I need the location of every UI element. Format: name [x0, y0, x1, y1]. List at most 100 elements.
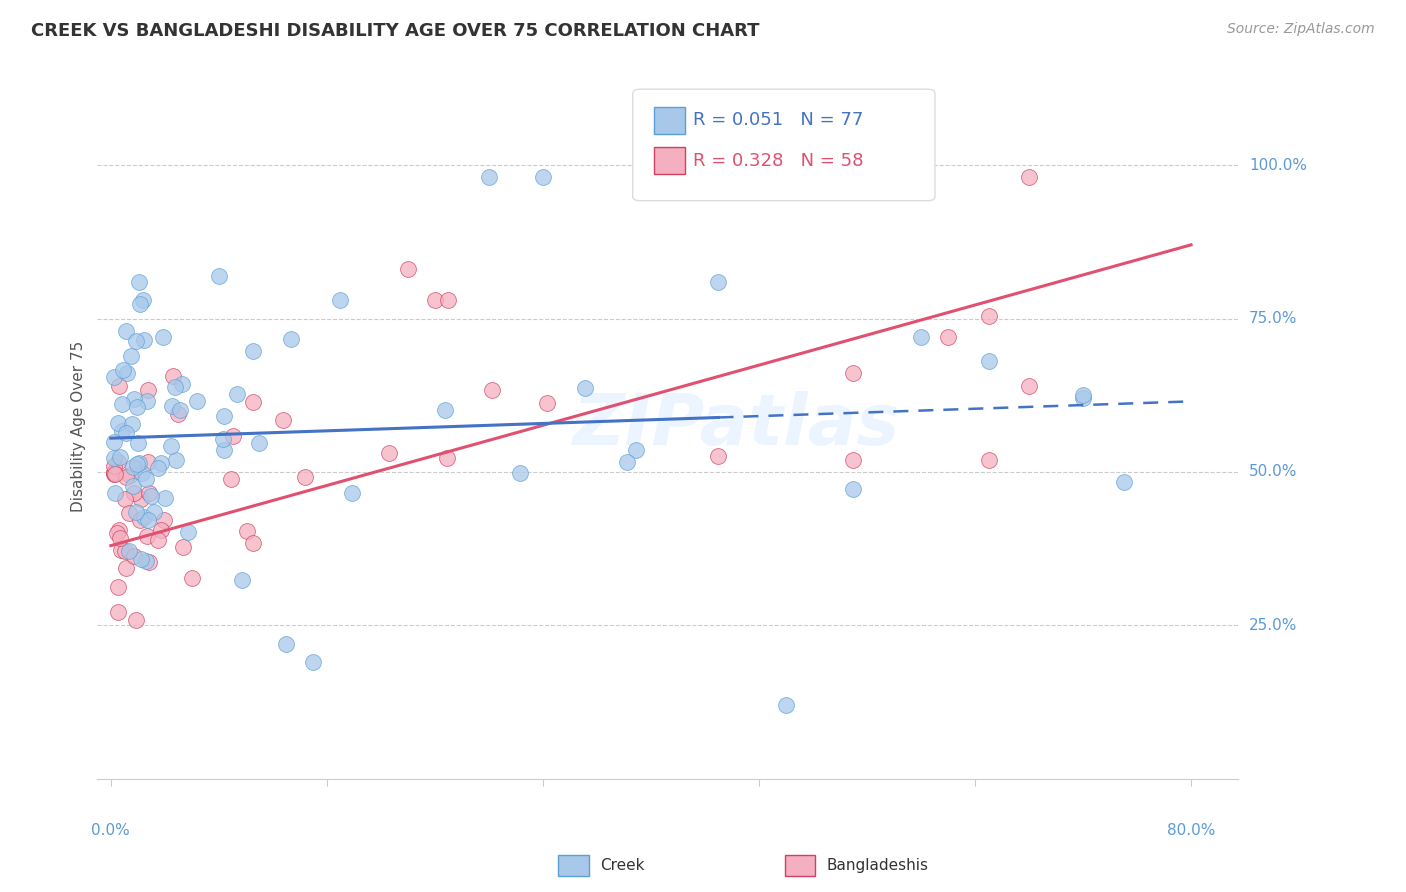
- Point: [423, 293, 446, 307]
- Point: [104, 485, 127, 500]
- Point: [302, 655, 325, 669]
- Point: [481, 383, 503, 397]
- Point: [124, 549, 146, 563]
- Point: [329, 293, 352, 307]
- Point: [129, 492, 152, 507]
- Point: [132, 293, 155, 308]
- Point: [160, 439, 183, 453]
- Point: [186, 394, 208, 409]
- Point: [143, 505, 166, 519]
- Point: [271, 413, 294, 427]
- Point: [132, 334, 155, 348]
- Point: [129, 513, 152, 527]
- Point: [478, 170, 501, 185]
- Point: [114, 324, 136, 338]
- Point: [1018, 170, 1040, 185]
- Point: [624, 442, 647, 457]
- Point: [531, 170, 554, 185]
- Text: ZIPatlas: ZIPatlas: [572, 392, 900, 460]
- Point: [165, 453, 187, 467]
- Point: [124, 613, 146, 627]
- Point: [114, 470, 136, 484]
- Point: [111, 397, 134, 411]
- Point: [136, 393, 159, 408]
- Point: [169, 403, 191, 417]
- Point: [122, 392, 145, 406]
- Point: [120, 349, 142, 363]
- Point: [103, 435, 125, 450]
- Point: [111, 424, 134, 438]
- Point: [177, 525, 200, 540]
- Text: R = 0.051   N = 77: R = 0.051 N = 77: [693, 112, 863, 129]
- Point: [139, 489, 162, 503]
- Point: [242, 395, 264, 409]
- Point: [842, 482, 865, 496]
- Point: [162, 368, 184, 383]
- Point: [118, 506, 141, 520]
- Text: 25.0%: 25.0%: [1249, 618, 1298, 633]
- Point: [108, 531, 131, 545]
- Point: [707, 275, 730, 289]
- Point: [115, 366, 138, 380]
- Point: [842, 366, 865, 380]
- Point: [127, 436, 149, 450]
- Point: [128, 275, 150, 289]
- Point: [122, 486, 145, 500]
- Point: [122, 479, 145, 493]
- Point: [150, 457, 173, 471]
- Point: [103, 467, 125, 482]
- Point: [172, 540, 194, 554]
- Point: [1112, 475, 1135, 489]
- Point: [121, 417, 143, 431]
- Point: [125, 505, 148, 519]
- Point: [103, 466, 125, 480]
- Point: [436, 450, 458, 465]
- Point: [103, 459, 125, 474]
- Point: [509, 467, 531, 481]
- Point: [977, 309, 1000, 323]
- Point: [110, 543, 132, 558]
- Point: [135, 472, 157, 486]
- Point: [108, 523, 131, 537]
- Point: [166, 408, 188, 422]
- Point: [536, 396, 558, 410]
- Point: [163, 380, 186, 394]
- Point: [149, 523, 172, 537]
- Point: [707, 449, 730, 463]
- Point: [214, 409, 236, 423]
- Point: [842, 452, 865, 467]
- Point: [127, 458, 149, 472]
- Point: [125, 400, 148, 414]
- Point: [148, 461, 170, 475]
- Point: [977, 452, 1000, 467]
- Point: [138, 513, 160, 527]
- Point: [115, 425, 138, 440]
- Point: [396, 262, 419, 277]
- Point: [208, 268, 231, 283]
- Point: [222, 428, 245, 442]
- Text: 100.0%: 100.0%: [1249, 158, 1308, 172]
- Point: [146, 533, 169, 547]
- Point: [181, 571, 204, 585]
- Point: [977, 354, 1000, 368]
- Point: [138, 555, 160, 569]
- Point: [107, 605, 129, 619]
- Point: [152, 329, 174, 343]
- Point: [1018, 379, 1040, 393]
- Point: [342, 486, 364, 500]
- Point: [437, 293, 460, 307]
- Point: [936, 330, 959, 344]
- Point: [910, 330, 932, 344]
- Point: [221, 472, 243, 486]
- Text: 0.0%: 0.0%: [91, 823, 131, 838]
- Point: [775, 698, 797, 713]
- Point: [211, 432, 233, 446]
- Point: [247, 435, 270, 450]
- Text: Bangladeshis: Bangladeshis: [827, 858, 929, 872]
- Point: [294, 469, 316, 483]
- Point: [160, 399, 183, 413]
- Point: [112, 363, 135, 377]
- Point: [114, 544, 136, 558]
- Text: Creek: Creek: [600, 858, 645, 872]
- Point: [128, 296, 150, 310]
